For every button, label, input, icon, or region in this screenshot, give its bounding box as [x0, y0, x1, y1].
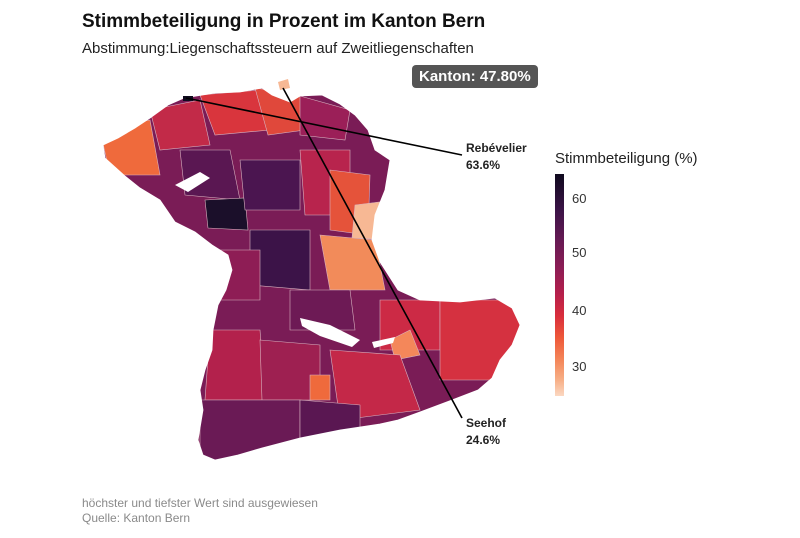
legend-tick-label: 40: [572, 303, 587, 318]
region-jungfrau: [329, 349, 421, 421]
region-west-jura: [103, 119, 161, 176]
legend-tick-label: 30: [572, 359, 587, 374]
leader-line-max: [185, 97, 463, 156]
region-emmental-south: [319, 234, 386, 291]
lake-thun: [300, 318, 360, 347]
map-title: Stimmbeteiligung in Prozent im Kanton Be…: [82, 11, 486, 32]
region-simmental: [204, 329, 266, 401]
canton-outline: [102, 87, 521, 461]
legend-title: Stimmbeteiligung (%): [555, 150, 698, 167]
region-jura-north: [149, 99, 211, 151]
region-small-orange: [309, 374, 331, 401]
lake-biel: [175, 172, 210, 192]
legend-tick-label: 50: [572, 245, 587, 260]
leader-line-min: [282, 87, 463, 419]
min-label: Seehof 24.6%: [466, 415, 506, 449]
lake-brienz: [372, 337, 395, 348]
footer-note: höchster und tiefster Wert sind ausgewie…: [82, 496, 318, 510]
min-value: 24.6%: [466, 433, 501, 447]
legend-tickmark: [564, 199, 568, 200]
legend-color-bar: [555, 174, 564, 396]
region-lauterbrunnen: [299, 399, 361, 441]
max-label: Rebévelier 63.6%: [466, 140, 527, 174]
region-saanen: [199, 399, 301, 460]
footer: höchster und tiefster Wert sind ausgewie…: [82, 496, 318, 526]
region-oberhasli: [439, 299, 520, 381]
legend-tickmark: [564, 311, 568, 312]
max-name: Rebévelier: [466, 141, 527, 155]
map-subtitle: Abstimmung:Liegenschaftssteuern auf Zwei…: [82, 40, 474, 57]
region-exclave: [278, 79, 290, 90]
region-mittelland: [239, 159, 301, 211]
footer-source: Quelle: Kanton Bern: [82, 511, 191, 525]
region-dark-center: [204, 197, 249, 231]
min-name: Seehof: [466, 416, 507, 430]
region-seeland: [179, 149, 241, 201]
max-value: 63.6%: [466, 158, 501, 172]
legend-tick-label: 60: [572, 191, 587, 206]
canton-average-badge: Kanton: 47.80%: [412, 65, 538, 88]
region-light-center: [389, 329, 421, 361]
region-schwarzenburg: [214, 249, 261, 301]
region-light-east: [351, 199, 396, 241]
legend-tickmark: [564, 367, 568, 368]
legend-tickmark: [564, 253, 568, 254]
